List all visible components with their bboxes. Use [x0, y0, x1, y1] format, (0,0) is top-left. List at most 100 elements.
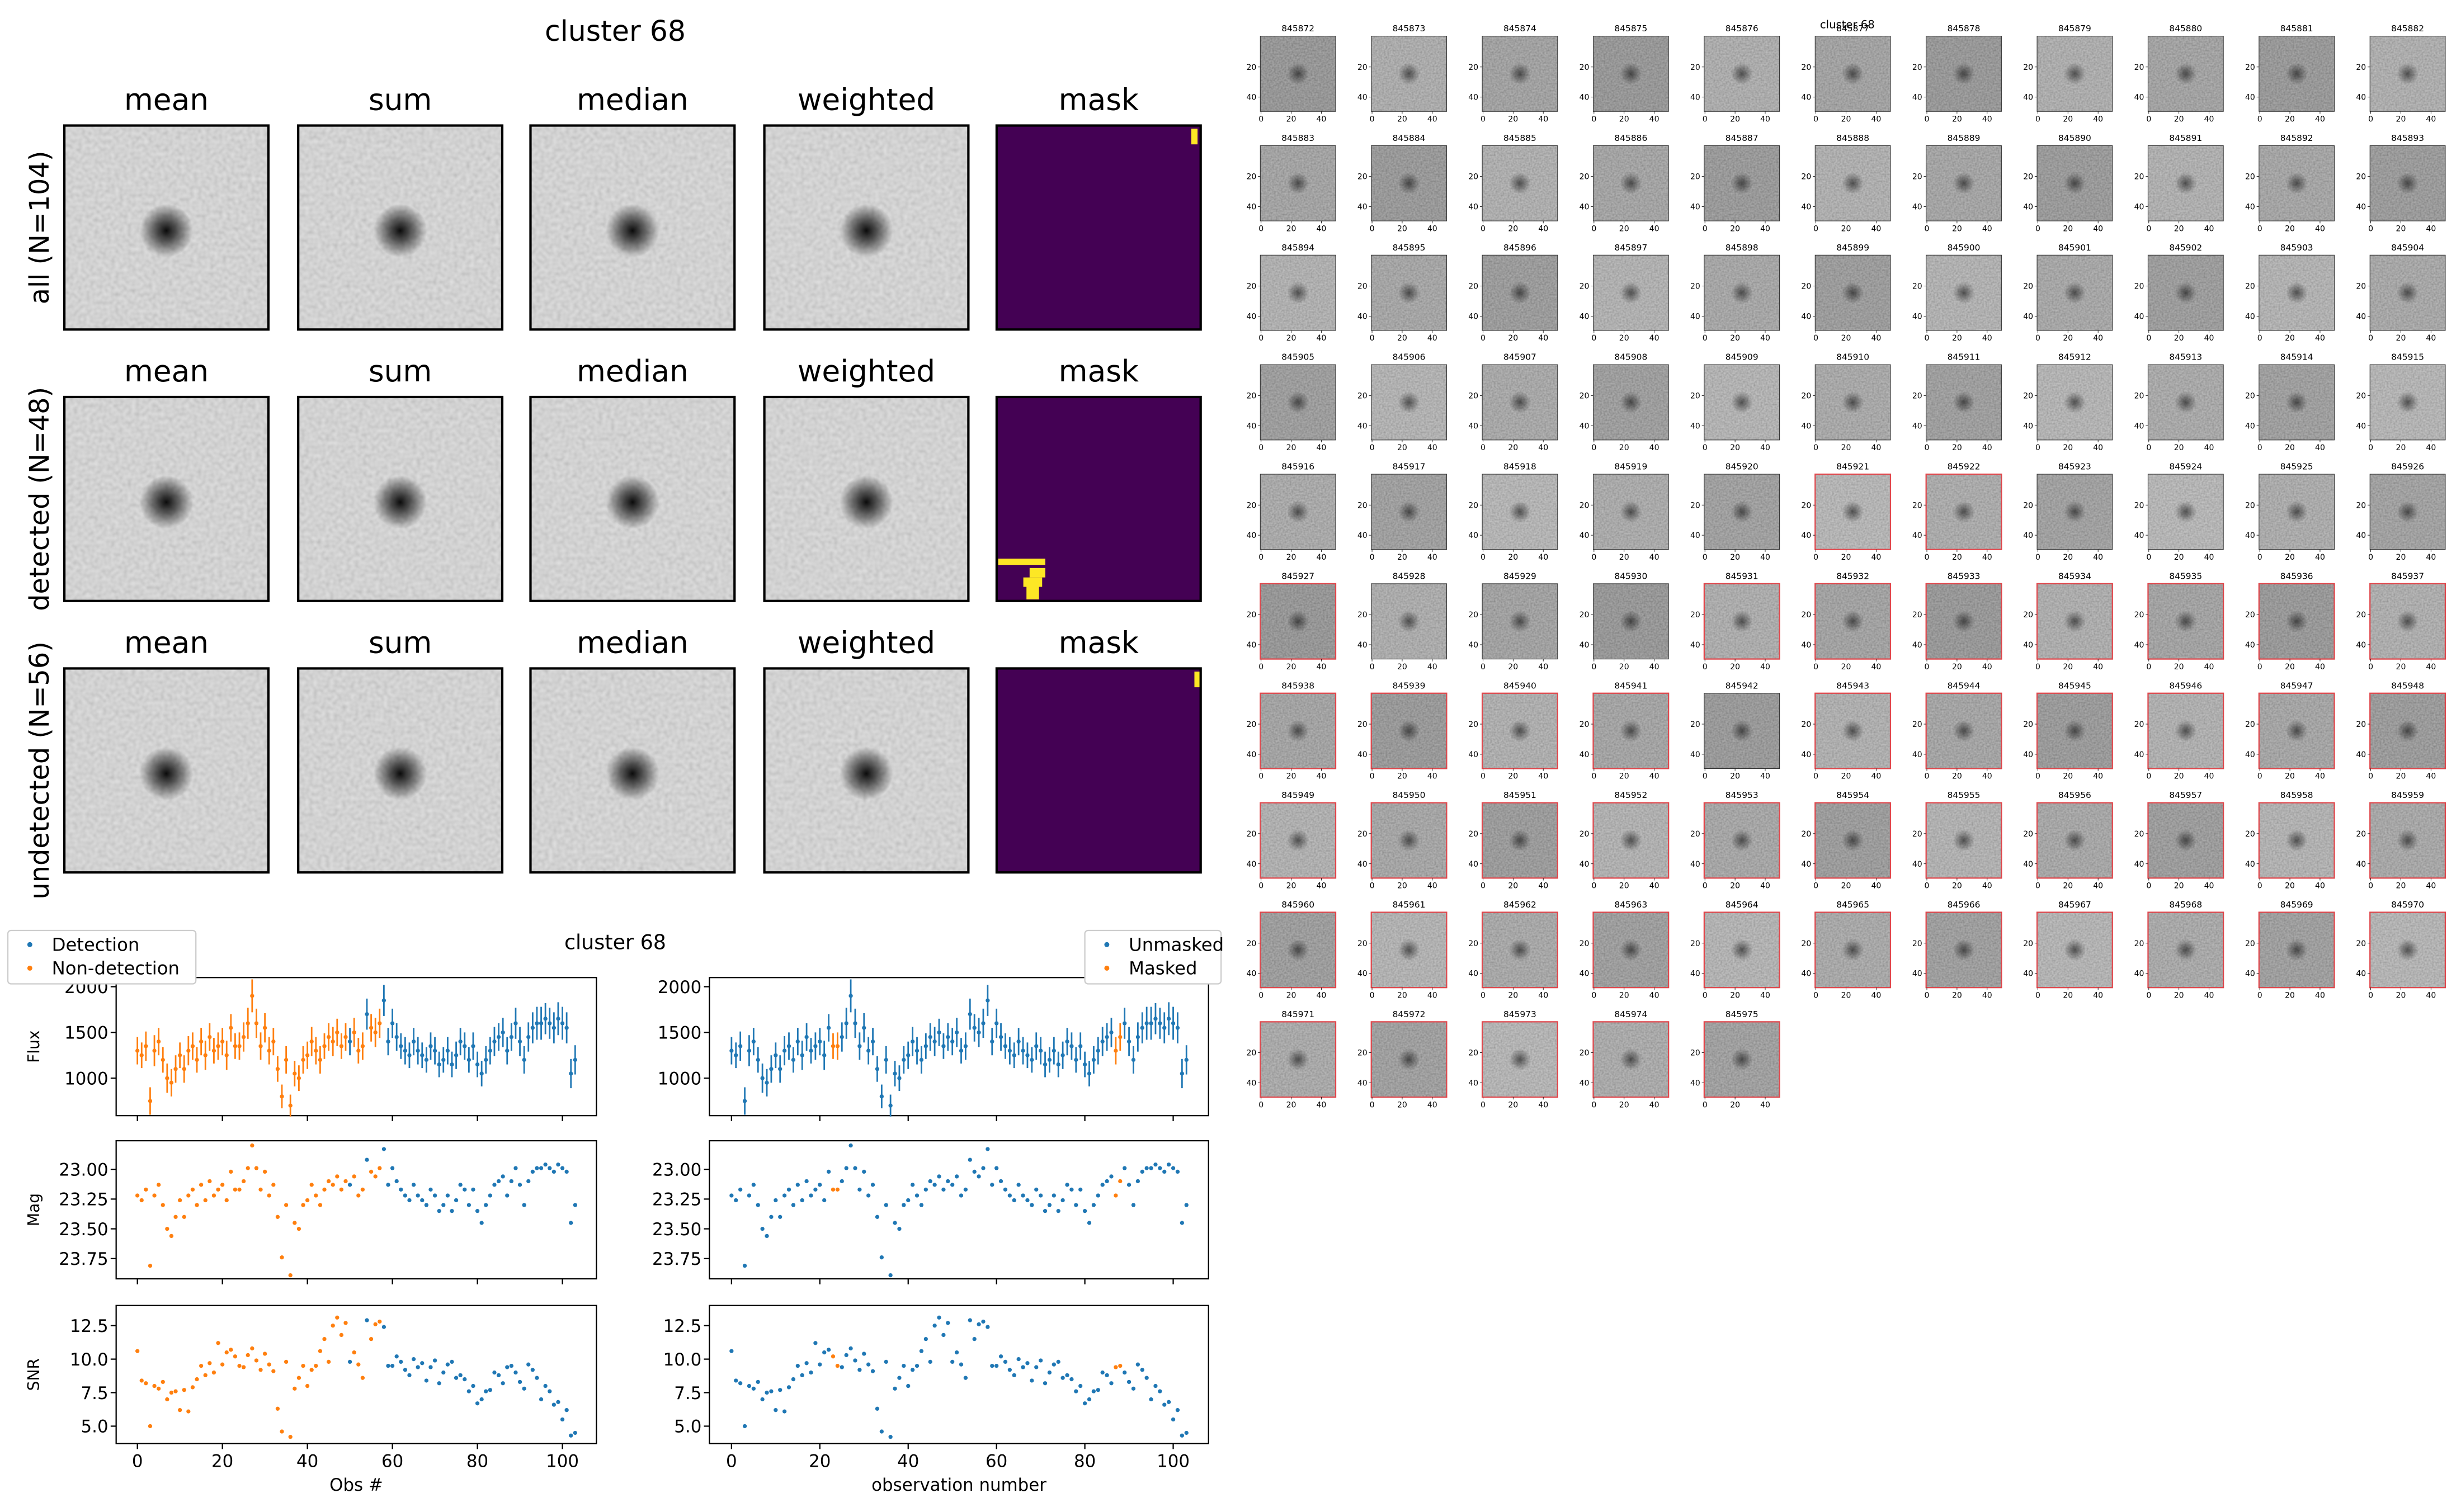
thumbnail-y-tick-label: 40 [2245, 641, 2255, 650]
thumbnail-x-tick-label: 0 [1258, 663, 1263, 672]
thumbnail-frame [1925, 802, 2002, 879]
point [1123, 1166, 1127, 1170]
point [774, 1408, 778, 1412]
thumbnail-source [2285, 610, 2308, 632]
point [220, 1362, 225, 1367]
thumbnail-source [1287, 610, 1309, 632]
point [539, 1397, 544, 1402]
point [246, 1166, 250, 1170]
point [309, 1183, 314, 1187]
thumbnail-x-tick-label: 0 [1703, 553, 1708, 562]
row-label: undetected (N=56) [25, 641, 55, 899]
point [293, 1386, 297, 1391]
point [831, 1354, 836, 1359]
thumbnail-x-tick-label: 40 [1427, 772, 1437, 781]
thumbnail-x-tick-label: 0 [2257, 553, 2262, 562]
point [501, 1381, 505, 1386]
image-frame [63, 667, 270, 874]
thumbnail-source [1287, 281, 1309, 304]
point [1109, 1030, 1114, 1034]
point [795, 1040, 800, 1044]
point [186, 1048, 191, 1053]
point [914, 1048, 920, 1053]
thumbnail-y-tick-label: 40 [1580, 312, 1590, 321]
legend-marker [1104, 942, 1110, 947]
thumbnail-y-tick-label: 40 [1357, 1079, 1368, 1088]
thumbnail-y-tick-label: 20 [1468, 63, 1478, 72]
point [826, 1026, 831, 1030]
thumbnail-title: 845942 [1725, 681, 1758, 691]
thumbnail-title: 845962 [1503, 900, 1536, 910]
thumbnail-x-tick-label: 40 [2315, 443, 2325, 452]
thumbnail-title: 845890 [2058, 133, 2091, 143]
point [932, 1183, 937, 1187]
thumbnail-frame [1482, 364, 1558, 441]
point [526, 1362, 531, 1367]
thumbnail-title: 845889 [1948, 133, 1981, 143]
thumbnail-source [1620, 391, 1642, 414]
point [1082, 1062, 1087, 1067]
thumbnail-x-tick-label: 40 [1649, 663, 1659, 672]
point [893, 1221, 897, 1225]
thumbnail-x-tick-label: 40 [1760, 663, 1770, 672]
thumbnail-y-tick-label: 20 [1801, 63, 1811, 72]
point [463, 1044, 467, 1048]
thumbnail-source [2175, 500, 2197, 523]
point [782, 1409, 787, 1414]
point [424, 1057, 429, 1062]
thumbnail-y-tick-label: 40 [2134, 312, 2144, 321]
mask-image [996, 396, 1201, 601]
thumbnail-x-tick-label: 40 [1316, 772, 1326, 781]
thumbnail-y-tick-label: 40 [1912, 203, 1922, 212]
thumbnail-x-tick-label: 0 [2146, 443, 2151, 452]
thumbnail-x-tick-label: 0 [1591, 1100, 1596, 1109]
point [148, 1424, 153, 1429]
point [1140, 1026, 1144, 1030]
thumbnail-x-tick-label: 40 [2426, 115, 2436, 124]
point [407, 1373, 412, 1378]
thumbnail-x-tick-label: 40 [2093, 882, 2103, 891]
thumbnail-title: 845911 [1948, 352, 1981, 362]
point [195, 1377, 199, 1382]
point [1091, 1203, 1096, 1207]
point [747, 1193, 752, 1198]
column-title: mean [124, 625, 209, 660]
point [241, 1034, 246, 1040]
point [326, 1179, 331, 1184]
point [747, 1048, 752, 1053]
image-frame [529, 124, 736, 331]
point [573, 1203, 577, 1207]
thumbnail-y-tick-label: 40 [1357, 531, 1368, 540]
thumbnail-frame [1592, 35, 1669, 112]
point [1060, 1053, 1065, 1057]
point [751, 1183, 756, 1187]
thumbnail-x-tick-label: 20 [1619, 334, 1629, 343]
thumbnail-y-tick-label: 20 [2134, 391, 2144, 400]
point [1056, 1209, 1060, 1213]
thumbnail-x-tick-label: 0 [2035, 115, 2040, 124]
legend-marker [27, 942, 32, 947]
thumbnail-frame [2369, 802, 2446, 879]
thumbnail-y-tick-label: 20 [1580, 173, 1590, 182]
thumbnail-x-tick-label: 0 [1258, 224, 1263, 233]
source [139, 746, 194, 801]
point [959, 1362, 964, 1367]
thumbnail-x-tick-label: 20 [1619, 1100, 1629, 1109]
point [445, 1362, 450, 1367]
thumbnail-frame [1481, 911, 1558, 989]
thumbnail-source [2396, 172, 2419, 195]
thumbnail-title: 845941 [1614, 681, 1647, 691]
thumbnail-title: 845903 [2280, 243, 2313, 253]
thumbnail-title: 845878 [1948, 23, 1981, 34]
thumbnail-source [1398, 1048, 1420, 1071]
thumbnail-title: 845897 [1614, 243, 1647, 253]
thumbnail-x-tick-label: 40 [2315, 882, 2325, 891]
point [902, 1203, 906, 1207]
y-tick-label: 23.25 [59, 1190, 108, 1210]
point [1158, 1389, 1162, 1393]
thumbnail-x-tick-label: 40 [2204, 553, 2214, 562]
thumbnail-x-tick-label: 40 [1316, 115, 1326, 124]
thumbnail-title: 845969 [2280, 900, 2313, 910]
thumbnail-source [1953, 610, 1975, 632]
point [1100, 1040, 1105, 1044]
